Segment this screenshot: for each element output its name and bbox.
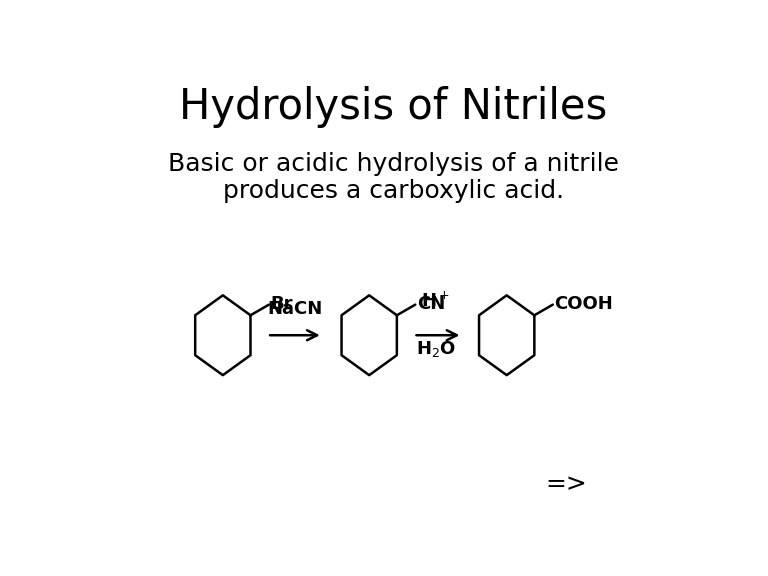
Text: NaCN: NaCN — [267, 300, 323, 319]
Text: =>: => — [546, 472, 588, 496]
Text: Hydrolysis of Nitriles: Hydrolysis of Nitriles — [180, 86, 607, 128]
Text: H$^+$: H$^+$ — [422, 291, 450, 311]
Text: H$_2$O: H$_2$O — [415, 339, 455, 359]
Text: Basic or acidic hydrolysis of a nitrile: Basic or acidic hydrolysis of a nitrile — [168, 153, 619, 176]
Text: Br: Br — [270, 295, 293, 313]
Text: COOH: COOH — [554, 295, 614, 313]
Text: CN: CN — [417, 295, 445, 313]
Text: produces a carboxylic acid.: produces a carboxylic acid. — [223, 179, 564, 203]
